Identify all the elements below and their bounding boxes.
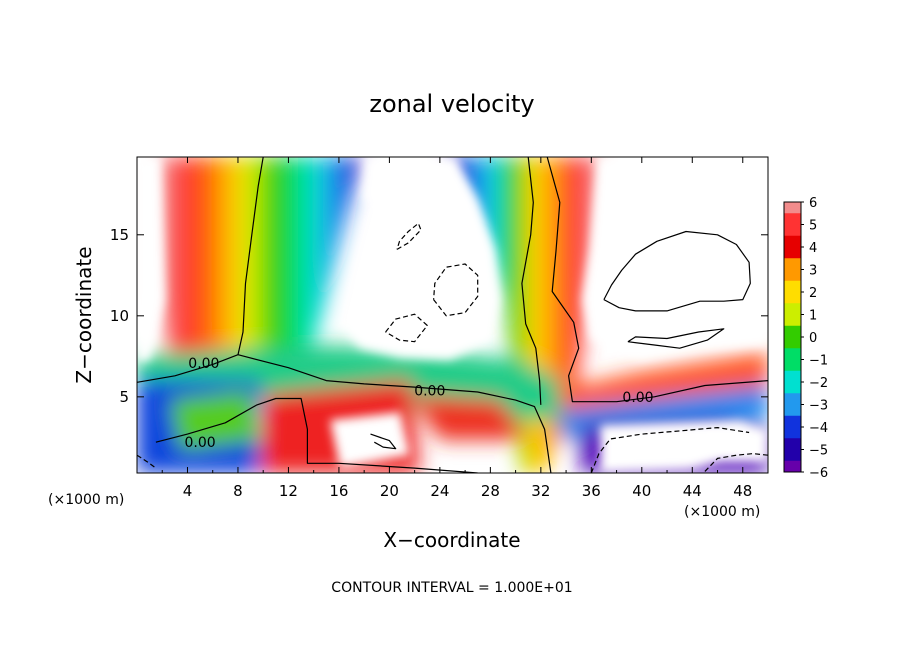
contour-line xyxy=(521,157,542,405)
x-tick-label: 16 xyxy=(329,482,348,500)
contour-lines xyxy=(137,157,768,473)
plot-frame xyxy=(136,156,769,474)
x-axis: 4 8 12 16 20 24 28 32 36 40 44 48 xyxy=(161,157,752,500)
contour-label: 0.00 xyxy=(188,356,219,372)
colorbar-label: 6 xyxy=(809,196,817,211)
y-tick-label: 5 xyxy=(119,388,129,406)
x-tick-label: 8 xyxy=(233,482,243,500)
x-axis-label: X−coordinate xyxy=(383,528,520,552)
x-tick-label: 32 xyxy=(531,482,550,500)
colorbar-label: 1 xyxy=(809,309,817,324)
x-tick-label: 48 xyxy=(733,482,752,500)
colorbar-label: −5 xyxy=(809,444,828,459)
colorbar-swatch xyxy=(784,460,801,473)
contour-line xyxy=(603,230,751,312)
colorbar-label: 0 xyxy=(809,331,817,346)
x-tick-label: 44 xyxy=(683,482,702,500)
x-tick-label: 12 xyxy=(279,482,298,500)
colorbar-swatch xyxy=(784,213,801,237)
contour-line-negative xyxy=(433,263,479,317)
colorbar-swatch xyxy=(784,370,801,394)
contour-label: 0.00 xyxy=(414,383,445,399)
contour-label: 0.00 xyxy=(622,390,653,406)
velocity-field xyxy=(137,157,768,473)
y-tick-label: 15 xyxy=(110,226,129,244)
contour-line xyxy=(370,433,397,450)
x-unit-left: (×1000 m) xyxy=(48,492,124,508)
colorbar-label: 2 xyxy=(809,286,817,301)
contour-labels: 0.00 0.00 0.00 0.00 xyxy=(185,356,654,451)
x-tick-label: 20 xyxy=(380,482,399,500)
x-tick-label: 4 xyxy=(183,482,193,500)
x-unit-right: (×1000 m) xyxy=(684,504,760,520)
colorbar-swatch xyxy=(784,202,801,214)
contour-line-negative xyxy=(396,222,422,250)
colorbar-label: −4 xyxy=(809,421,828,436)
colorbar-swatch xyxy=(784,438,801,462)
y-axis-label: Z−coordinate xyxy=(72,246,96,383)
contour-line xyxy=(546,157,768,403)
colorbar-swatch xyxy=(784,393,801,417)
x-tick-label: 24 xyxy=(430,482,449,500)
colorbar-swatch xyxy=(784,235,801,259)
contour-line-negative xyxy=(590,427,750,473)
contour-line-negative xyxy=(385,313,428,343)
colorbar-label: −6 xyxy=(809,466,828,481)
colorbar: 6 5 4 3 2 1 0 −1 −2 −3 −4 −5 −6 xyxy=(783,196,828,481)
contour-line xyxy=(627,328,725,349)
contour-line-negative xyxy=(137,454,157,469)
colorbar-label: −1 xyxy=(809,354,828,369)
colorbar-swatch xyxy=(784,303,801,327)
contour-interval-note: CONTOUR INTERVAL = 1.000E+01 xyxy=(331,580,572,596)
colorbar-label: 4 xyxy=(809,241,817,256)
colorbar-swatch xyxy=(784,348,801,372)
colorbar-swatch xyxy=(784,325,801,349)
colorbar-swatch xyxy=(784,280,801,304)
x-tick-label: 40 xyxy=(632,482,651,500)
contour-label: 0.00 xyxy=(185,435,216,451)
y-tick-label: 10 xyxy=(110,307,129,325)
y-axis: 5 10 15 xyxy=(110,226,768,406)
colorbar-label: −2 xyxy=(809,376,828,391)
colorbar-label: 3 xyxy=(809,264,817,279)
colorbar-swatch xyxy=(784,258,801,282)
x-tick-label: 36 xyxy=(582,482,601,500)
contour-line xyxy=(237,354,552,473)
colorbar-swatch xyxy=(784,415,801,439)
chart-title: zonal velocity xyxy=(369,90,534,118)
contour-line xyxy=(155,397,478,473)
contour-line-negative xyxy=(704,453,768,472)
contour-line xyxy=(137,157,264,383)
colorbar-label: 5 xyxy=(809,219,817,234)
colorbar-label: −3 xyxy=(809,399,828,414)
x-tick-label: 28 xyxy=(481,482,500,500)
